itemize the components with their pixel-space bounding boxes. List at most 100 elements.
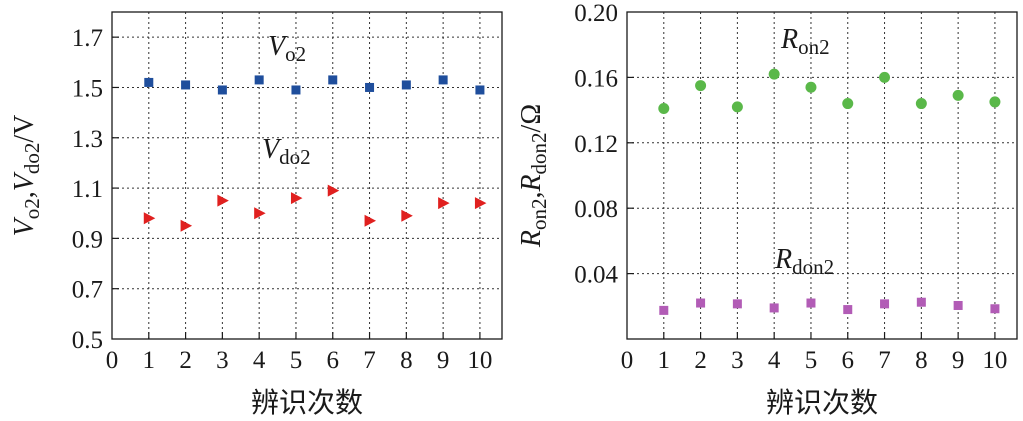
plot-frame (111, 11, 503, 340)
y-tick-label: 0.04 (574, 262, 618, 289)
y-tick-label: 0.9 (72, 226, 103, 253)
x-tick-label: 7 (878, 347, 891, 374)
y-label-subscript: don2 (527, 132, 551, 174)
y-label-subscript: do2 (20, 143, 44, 175)
x-tick-label: 0 (621, 347, 634, 374)
data-point-s2 (217, 194, 229, 207)
panel-1: 0 1 2 3 4 5 6 7 8 9 10 0.5 0.7 0.9 1.1 1.3 1.5 1.7 辨识次数 Vo2… (9, 11, 503, 419)
data-point-s2 (180, 219, 193, 232)
y-label-unit: /Ω (516, 104, 547, 133)
data-point-s2 (732, 299, 742, 309)
y-label-separator: , (516, 192, 547, 199)
data-point-s2 (769, 303, 779, 313)
data-point-s1 (254, 75, 264, 85)
x-tick-label: 4 (768, 347, 781, 374)
y-axis-label: Vo2,Vdo2/V (9, 115, 44, 237)
x-tick-label: 9 (437, 347, 450, 374)
series-label-subscript: o2 (285, 42, 306, 66)
data-point-s2 (843, 305, 853, 315)
data-point-s1 (915, 98, 927, 110)
x-tick-label: 7 (363, 347, 376, 374)
data-point-s1 (365, 82, 375, 92)
x-tick-label: 5 (805, 347, 818, 374)
y-axis-label: Ron2,Rdon2/Ω (516, 104, 551, 248)
data-point-s1 (842, 98, 854, 110)
y-tick-label: 0.16 (574, 65, 618, 92)
data-point-s1 (658, 102, 670, 114)
x-tick-label: 10 (982, 347, 1007, 374)
data-point-s2 (143, 212, 156, 225)
data-point-s1 (401, 80, 411, 90)
x-tick-label: 1 (658, 347, 671, 374)
series-label-2: Vdo2 (262, 134, 311, 169)
x-tick-label: 4 (253, 347, 266, 374)
x-tick-label: 3 (216, 347, 229, 374)
data-point-s2 (880, 299, 890, 309)
x-tick-label: 6 (327, 347, 340, 374)
data-point-s2 (806, 298, 816, 308)
data-point-s1 (989, 96, 1001, 108)
series-label-symbol: V (268, 31, 288, 62)
panel-2: 0 1 2 3 4 5 6 7 8 9 10 0.04 0.08 0.12 0.16 0.20 辨识次数 Ron2… (516, 0, 1018, 419)
series-label-subscript: do2 (279, 145, 311, 169)
data-point-s2 (953, 300, 963, 310)
y-label-symbol: V (9, 216, 40, 236)
y-label-unit: /V (9, 115, 40, 143)
data-point-s2 (327, 184, 340, 197)
y-tick-label: 0.7 (72, 277, 103, 304)
series-label-1: Vo2 (268, 31, 306, 66)
y-tick-label: 1.3 (72, 126, 103, 153)
x-tick-label: 1 (143, 347, 156, 374)
x-tick-label: 10 (467, 347, 492, 374)
data-point-s2 (474, 197, 487, 210)
y-tick-label: 0.08 (574, 196, 618, 223)
y-tick-label: 0.5 (72, 327, 103, 354)
x-tick-label: 8 (400, 347, 413, 374)
y-tick-label: 0.20 (574, 0, 618, 27)
plot-frame (626, 11, 1018, 340)
y-tick-label: 0.12 (574, 131, 618, 158)
y-label-symbol: R (516, 230, 547, 248)
x-tick-label: 6 (842, 347, 855, 374)
data-point-s2 (364, 214, 377, 227)
data-point-s2 (254, 207, 266, 220)
series-label-symbol: V (262, 134, 282, 165)
data-point-s2 (659, 305, 669, 315)
y-tick-label: 1.1 (72, 176, 103, 203)
y-label-symbol: R (516, 174, 547, 192)
x-tick-label: 2 (694, 347, 707, 374)
data-point-s1 (695, 80, 707, 92)
x-tick-label: 8 (915, 347, 928, 374)
y-label-subscript: o2 (20, 198, 44, 219)
data-point-s2 (916, 297, 926, 307)
data-point-s1 (475, 85, 485, 95)
y-label-symbol: V (9, 171, 40, 191)
y-label-separator: , (9, 191, 40, 198)
data-point-s1 (731, 101, 743, 113)
x-tick-label: 0 (106, 347, 119, 374)
data-point-s1 (952, 89, 964, 101)
data-point-s1 (768, 68, 780, 80)
x-axis-label: 辨识次数 (251, 386, 363, 419)
series-label-symbol: R (780, 24, 798, 55)
y-tick-label: 1.7 (72, 25, 103, 52)
series-label-2: Rdon2 (774, 244, 834, 279)
series-label-1: Ron2 (780, 24, 830, 59)
data-point-s2 (438, 197, 450, 210)
series-label-symbol: R (774, 244, 792, 275)
data-point-s2 (696, 298, 706, 308)
data-point-s2 (990, 304, 1000, 314)
data-point-s1 (805, 81, 817, 93)
data-point-s2 (290, 192, 303, 205)
data-point-s1 (217, 85, 227, 95)
data-point-s1 (879, 71, 891, 83)
y-tick-label: 1.5 (72, 75, 103, 102)
y-label-subscript: on2 (527, 199, 551, 231)
series-label-subscript: on2 (798, 35, 830, 59)
data-point-s1 (438, 75, 448, 85)
x-tick-label: 3 (731, 347, 744, 374)
x-tick-label: 2 (179, 347, 192, 374)
data-point-s1 (328, 75, 338, 85)
x-tick-label: 5 (290, 347, 303, 374)
